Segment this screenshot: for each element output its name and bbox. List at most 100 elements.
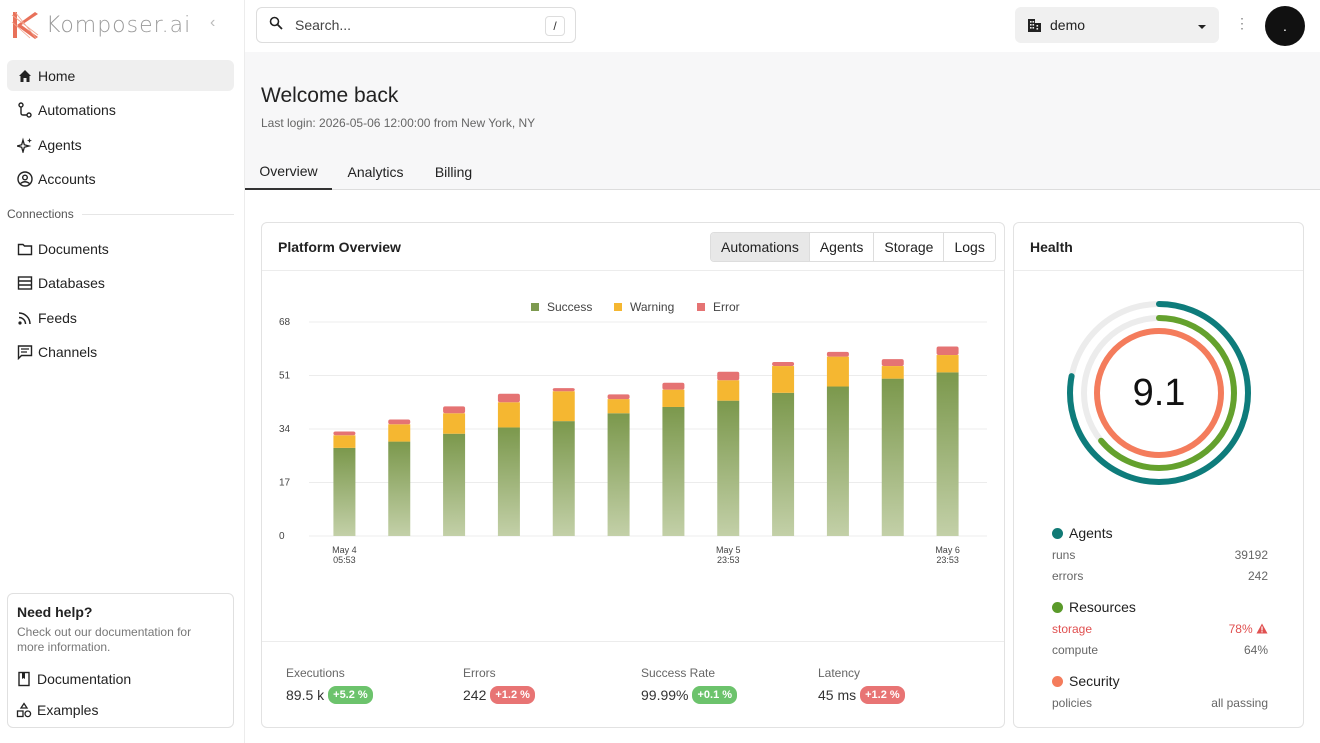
metric-label: policies [1052, 696, 1093, 710]
bar-segment-success [772, 392, 795, 536]
metric-value: all passing [1211, 696, 1268, 710]
bar-segment-warning [826, 356, 849, 387]
legend-label: Warning [630, 300, 674, 314]
rss-icon [17, 310, 33, 326]
health-section-security: Security policies all passing [1052, 673, 1268, 710]
documentation-label: Documentation [37, 671, 132, 687]
x-tick-label: 23:53 [717, 555, 740, 565]
sidebar-item-label: Home [38, 67, 76, 84]
folder-icon [17, 241, 33, 257]
delta-badge: +0.1 % [692, 686, 738, 704]
stat-value: 99.99% [641, 687, 689, 703]
search-box[interactable]: / [256, 7, 576, 43]
card-title: Platform Overview [278, 239, 401, 255]
sidebar-item-agents[interactable]: Agents [7, 129, 234, 160]
sidebar-item-accounts[interactable]: Accounts [7, 163, 234, 194]
stat-latency: Latency 45 ms +1.2 % [818, 666, 905, 704]
bar-segment-success [333, 447, 356, 536]
divider [1014, 270, 1303, 271]
tab-bar: Overview Analytics Billing [245, 154, 1320, 190]
sidebar-item-feeds[interactable]: Feeds [7, 302, 234, 333]
ring-agents [1067, 301, 1251, 485]
segment-storage[interactable]: Storage [873, 233, 944, 261]
platform-overview-card: Platform Overview Automations Agents Sto… [261, 222, 1005, 728]
ring-resources [1081, 315, 1237, 471]
sidebar-item-home[interactable]: Home [7, 60, 234, 91]
org-name: demo [1050, 17, 1086, 33]
sidebar-item-documents[interactable]: Documents [7, 233, 234, 264]
status-dot [1052, 676, 1063, 687]
more-options-icon[interactable]: ⋮ [1235, 15, 1249, 31]
sidebar-item-automations[interactable]: Automations [7, 94, 234, 125]
status-dot [1052, 602, 1063, 613]
stat-label: Success Rate [641, 666, 716, 680]
org-selector[interactable]: demo [1015, 7, 1219, 43]
bar-segment-error [772, 361, 795, 367]
content-area: Platform Overview Automations Agents Sto… [245, 190, 1320, 743]
bar-segment-warning [552, 391, 575, 422]
avatar-initial: . [1283, 18, 1287, 34]
y-tick-label: 68 [279, 317, 291, 328]
metric-value: 78% [1228, 622, 1253, 636]
sidebar-item-label: Feeds [38, 309, 77, 326]
brand[interactable]: Komposer.ai [10, 10, 191, 40]
health-card: Health 9.1 Agents runs 39192 errors 242 Re… [1013, 222, 1304, 728]
collapse-sidebar-icon[interactable]: ‹ [210, 14, 216, 31]
bar-segment-warning [881, 366, 904, 379]
y-tick-label: 17 [279, 478, 291, 489]
legend-label: Success [547, 300, 592, 314]
tab-billing[interactable]: Billing [434, 164, 473, 180]
examples-link[interactable]: Examples [16, 702, 98, 718]
building-icon [1027, 18, 1042, 33]
segment-logs[interactable]: Logs [943, 233, 995, 261]
bar-segment-error [607, 394, 630, 400]
bar-segment-success [552, 421, 575, 536]
bar-segment-error [497, 393, 520, 403]
chevron-down-icon [1197, 19, 1207, 35]
segment-agents[interactable]: Agents [808, 233, 874, 261]
bar-segment-success [388, 441, 411, 536]
tab-overview[interactable]: Overview [245, 154, 332, 190]
sidebar-item-databases[interactable]: Databases [7, 267, 234, 298]
bar-segment-error [552, 388, 575, 392]
stat-label: Errors [463, 666, 496, 680]
bar-segment-warning [662, 389, 685, 407]
delta-badge: +1.2 % [490, 686, 535, 704]
segment-automations[interactable]: Automations [711, 233, 809, 261]
documentation-link[interactable]: Documentation [16, 671, 131, 687]
bar-segment-warning [772, 366, 795, 393]
delta-badge: +5.2 % [328, 686, 373, 704]
delta-badge: +1.2 % [860, 686, 905, 704]
bar-segment-error [881, 359, 904, 367]
bar-segment-success [826, 386, 849, 536]
search-shortcut-key: / [545, 16, 565, 36]
sparkle-icon [17, 137, 33, 153]
metric-label: errors [1052, 569, 1084, 583]
x-tick-label: 23:53 [936, 555, 959, 565]
help-title: Need help? [17, 604, 93, 620]
metric-label: compute [1052, 643, 1099, 657]
bar-segment-error [662, 382, 685, 390]
divider [82, 214, 234, 215]
home-icon [17, 68, 33, 84]
stacked-bar-chart: 0 17 34 51 68 Success Warning Error May 405:53 Ma… [279, 300, 987, 565]
bar-segment-warning [497, 402, 520, 428]
metric-value: 64% [1243, 643, 1268, 657]
search-icon [269, 16, 283, 35]
avatar[interactable]: . [1265, 6, 1305, 46]
section-title: Resources [1069, 599, 1136, 615]
bar-segment-warning [443, 413, 466, 434]
tab-analytics[interactable]: Analytics [347, 164, 404, 180]
bar-segment-success [497, 427, 520, 536]
search-input[interactable] [295, 17, 535, 33]
ring-security [1094, 328, 1224, 458]
bar-segment-success [443, 433, 466, 536]
legend-label: Error [713, 300, 740, 314]
chat-icon [17, 344, 33, 360]
shapes-icon [16, 702, 32, 718]
divider [262, 270, 1004, 271]
status-dot [1052, 528, 1063, 539]
segmented-control: Automations Agents Storage Logs [710, 232, 996, 262]
sidebar-item-channels[interactable]: Channels [7, 336, 234, 367]
metric-label: runs [1052, 548, 1076, 562]
